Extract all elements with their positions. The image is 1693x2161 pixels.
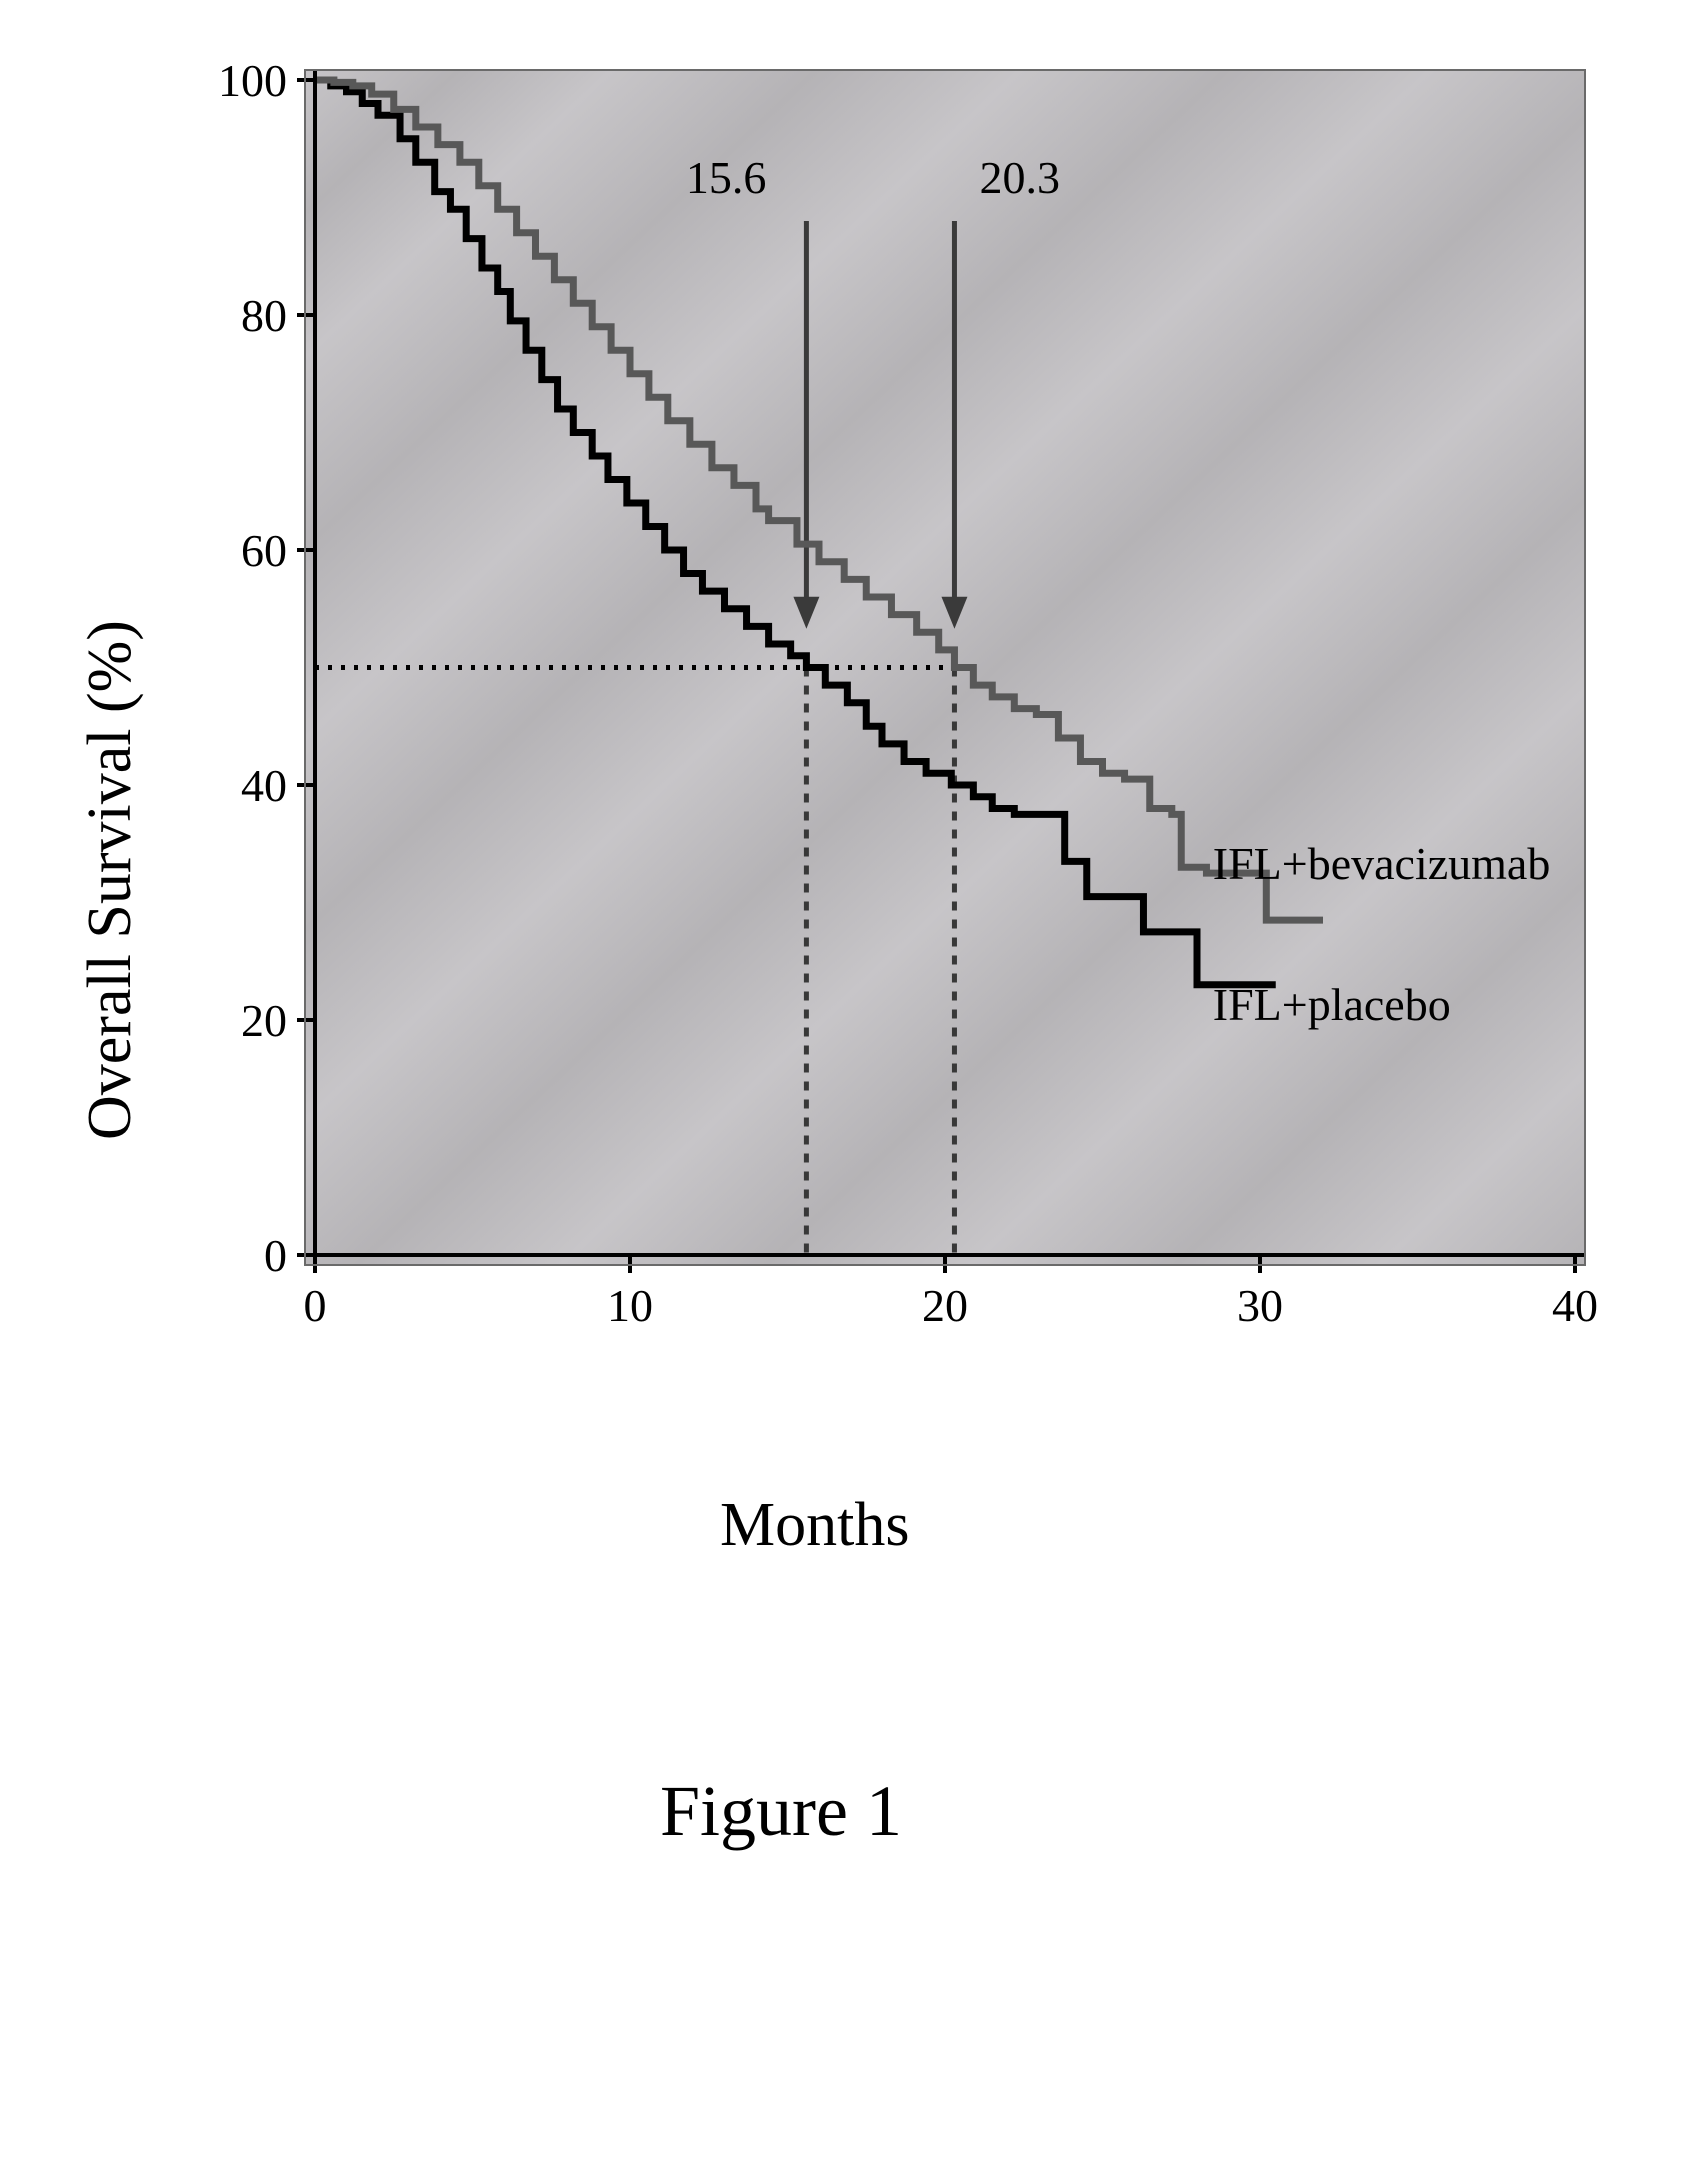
ytick-label-40: 40 xyxy=(241,760,287,811)
ytick-label-0: 0 xyxy=(264,1230,287,1281)
chart-container: 15.6 20.3 IFL+placebo IFL+bevacizumab 0 20 40 6… xyxy=(150,60,1610,1370)
y-axis-label: Overall Survival (%) xyxy=(75,620,146,1140)
series-label-1: IFL+bevacizumab xyxy=(1213,838,1551,889)
ytick-label-20: 20 xyxy=(241,995,287,1046)
ytick-label-60: 60 xyxy=(241,525,287,576)
xtick-label-30: 30 xyxy=(1237,1280,1283,1331)
median-label-0: 15.6 xyxy=(686,152,767,203)
xtick-label-0: 0 xyxy=(304,1280,327,1331)
ytick-label-100: 100 xyxy=(218,60,287,106)
ytick-label-80: 80 xyxy=(241,290,287,341)
x-axis-label: Months xyxy=(720,1490,909,1561)
figure-title: Figure 1 xyxy=(660,1770,902,1853)
page: 15.6 20.3 IFL+placebo IFL+bevacizumab 0 20 40 6… xyxy=(0,0,1693,2161)
xtick-label-20: 20 xyxy=(922,1280,968,1331)
series-label-0: IFL+placebo xyxy=(1213,979,1451,1030)
xtick-label-10: 10 xyxy=(607,1280,653,1331)
xtick-label-40: 40 xyxy=(1552,1280,1598,1331)
median-label-1: 20.3 xyxy=(979,152,1059,203)
chart-svg: 15.6 20.3 IFL+placebo IFL+bevacizumab 0 20 40 6… xyxy=(150,60,1610,1370)
